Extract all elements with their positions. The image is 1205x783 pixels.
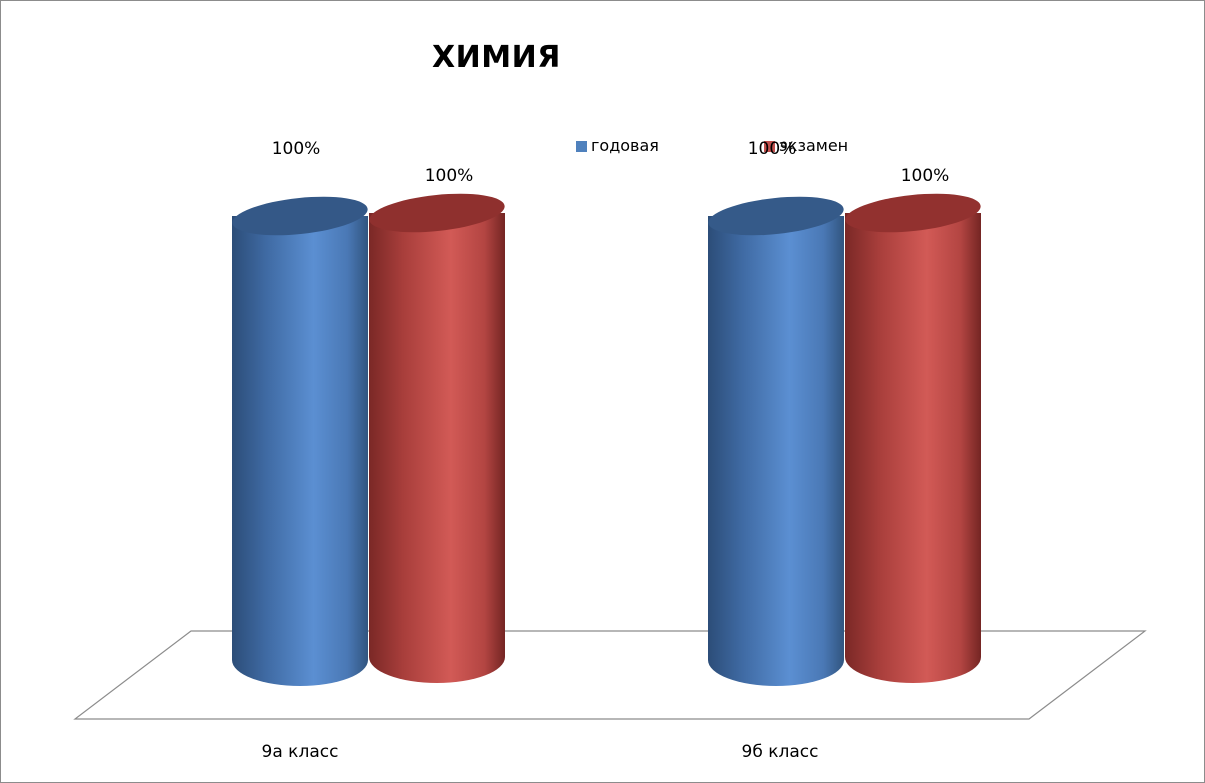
category-label: 9а класс xyxy=(262,742,339,762)
data-label: 100% xyxy=(425,166,474,186)
data-label: 100% xyxy=(901,166,950,186)
chart-title: ХИМИЯ xyxy=(432,40,561,75)
bar-body xyxy=(845,213,981,683)
bar-godovaya-9a xyxy=(232,196,368,686)
bar-ekzamen-9a xyxy=(369,193,505,683)
legend-label-ekzamen: экзамен xyxy=(779,136,849,155)
legend-swatch-ekzamen xyxy=(764,141,775,152)
legend-item-godovaya: годовая xyxy=(576,136,659,155)
bar-body xyxy=(708,216,844,686)
bar-ekzamen-9b xyxy=(845,193,981,683)
bar-body xyxy=(369,213,505,683)
bar-top xyxy=(232,196,368,236)
bar-top xyxy=(369,193,505,233)
category-label: 9б класс xyxy=(742,742,819,762)
data-label: 100% xyxy=(272,139,321,159)
bar-top xyxy=(845,193,981,233)
legend-swatch-godovaya xyxy=(576,141,587,152)
legend-label-godovaya: годовая xyxy=(591,136,659,155)
bar-top xyxy=(708,196,844,236)
data-label: 100% xyxy=(748,139,797,159)
bar-body xyxy=(232,216,368,686)
bar-godovaya-9b xyxy=(708,196,844,686)
legend-item-ekzamen: экзамен xyxy=(764,136,848,155)
